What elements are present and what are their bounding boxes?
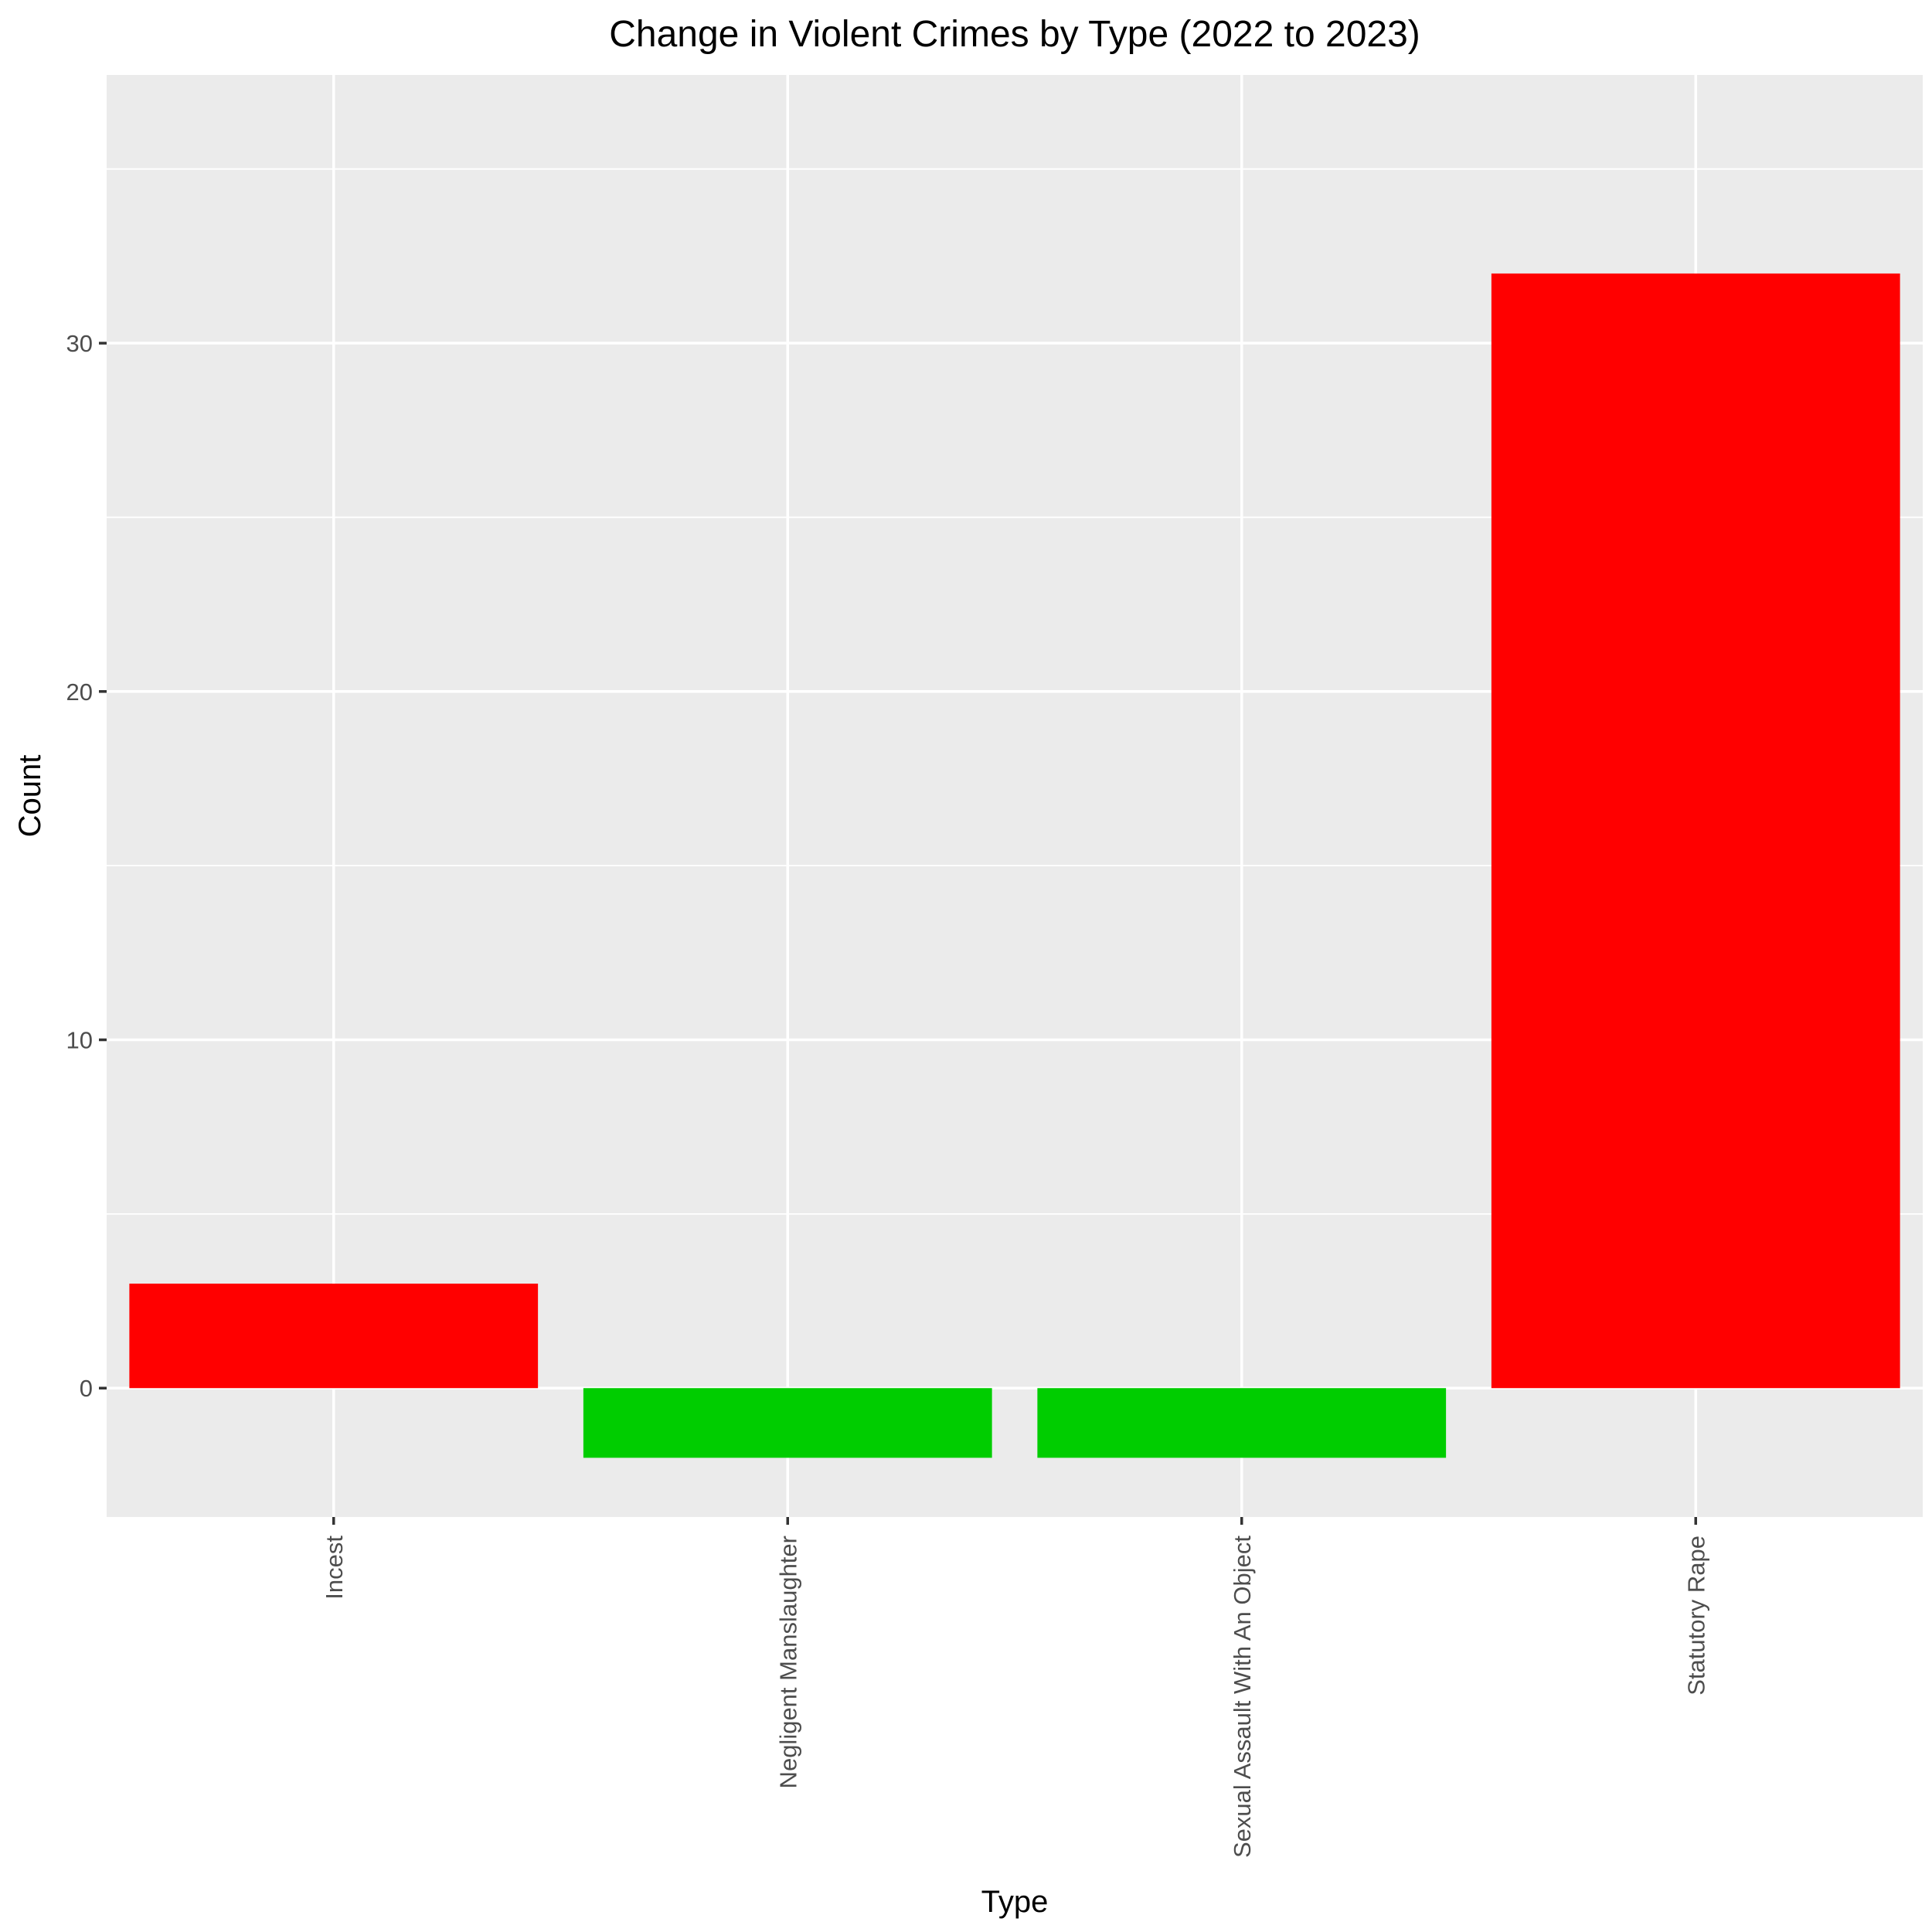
x-tick-label: Incest: [321, 1536, 348, 1600]
y-tick-label: 0: [80, 1375, 93, 1402]
y-tick-label: 20: [66, 679, 93, 706]
x-axis-title: Type: [981, 1885, 1049, 1919]
y-axis-title: Count: [13, 755, 47, 838]
y-tick-label: 10: [66, 1027, 93, 1054]
bar-sexual-assault-with-an-object: [1037, 1388, 1447, 1458]
bar-incest: [129, 1284, 539, 1389]
bar-statutory-rape: [1491, 273, 1900, 1389]
bar-negligent-manslaughter: [583, 1388, 992, 1458]
y-tick-label: 30: [66, 330, 93, 357]
chart-title: Change in Violent Crimes by Type (2022 t…: [609, 14, 1420, 55]
x-tick-label: Sexual Assault With An Object: [1229, 1536, 1256, 1858]
x-tick-label: Statutory Rape: [1682, 1536, 1709, 1696]
axes: 0 10 20 30 Incest Negligent Manslaughter Sexua…: [66, 330, 1710, 1858]
x-tick-label: Negligent Manslaughter: [774, 1536, 801, 1788]
bars: [129, 273, 1900, 1458]
